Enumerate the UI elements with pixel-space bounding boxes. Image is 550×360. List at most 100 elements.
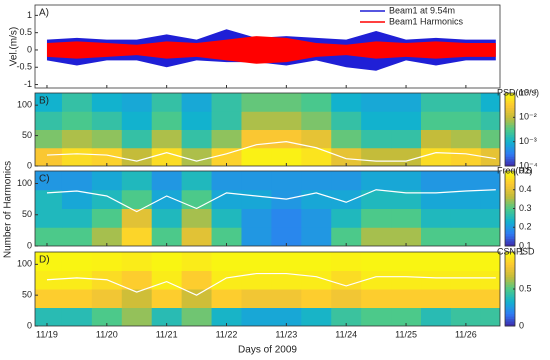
colorbar-segment [505, 276, 515, 280]
heatmap-cell [331, 252, 362, 271]
heatmap-cell [391, 93, 422, 112]
heatmap-cell [211, 289, 242, 308]
heatmap-cell [181, 171, 213, 191]
colorbar-segment [505, 144, 515, 148]
heatmap-cell [151, 227, 183, 246]
colorbar-segment [505, 313, 515, 317]
heatmap-cell [421, 189, 452, 209]
colorbar-segment [505, 206, 515, 209]
axes-frame [34, 170, 501, 247]
heatmap-cell [241, 208, 272, 228]
heatmap-cell [91, 111, 123, 130]
heatmap-cell [241, 111, 272, 130]
axes-frame [34, 92, 501, 167]
heatmap-cell [361, 129, 392, 149]
colorbar-segment [505, 311, 515, 315]
colorbar-segment [505, 238, 515, 242]
colorbar-segment [505, 146, 515, 150]
heatmap-cell [480, 208, 500, 228]
colorbar-segment [505, 252, 515, 255]
heatmap-cell [211, 307, 242, 326]
y-tick-label: -0.5 [16, 62, 32, 72]
heatmap-cell [211, 171, 242, 191]
heatmap-cell [331, 289, 362, 308]
colorbar-segment [505, 303, 515, 307]
heatmap-cell [361, 189, 392, 209]
panel-label: B) [39, 96, 49, 107]
heatmap-cell [301, 289, 332, 308]
heatmap-cell [211, 252, 242, 271]
heatmap-cell [391, 252, 422, 271]
heatmap-cell [61, 147, 93, 166]
heatmap-cell [421, 270, 452, 290]
y-axis-label: Number of Harmonics [3, 161, 14, 258]
heatmap-cell [35, 93, 63, 112]
heatmap-cell [35, 252, 63, 271]
harmonic-line [46, 189, 496, 213]
heatmap-cell [181, 111, 213, 130]
heatmap-cell [121, 111, 153, 130]
heatmap-cell [121, 129, 153, 149]
colorbar-tick-label: 0 [519, 320, 524, 330]
heatmap-cell [480, 227, 500, 246]
heatmap-cell [151, 171, 183, 191]
heatmap-cell [121, 307, 153, 326]
heatmap-cell [151, 111, 183, 130]
heatmap-cell [301, 129, 332, 149]
colorbar-segment [505, 233, 515, 237]
heatmap-cell [450, 93, 482, 112]
colorbar-segment [505, 323, 515, 327]
heatmap-cell [271, 208, 302, 228]
y-tick-label: 1 [27, 10, 32, 20]
heatmap-cell [35, 208, 63, 228]
x-tick-label: 11/24 [335, 329, 357, 339]
colorbar-segment [505, 266, 515, 270]
heatmap-cell [361, 289, 392, 308]
heatmap-cell [181, 189, 213, 209]
heatmap-cell [331, 227, 362, 246]
heatmap-cell [450, 227, 482, 246]
heatmap-cell [480, 252, 500, 271]
panel-label: C) [39, 174, 50, 185]
heatmap-cell [421, 252, 452, 271]
x-tick-label: 11/21 [156, 329, 178, 339]
colorbar-segment [505, 110, 515, 113]
heatmap-cell [480, 307, 500, 326]
colorbar-segment [505, 271, 515, 275]
heatmap-cell [271, 289, 302, 308]
heatmap-cell [241, 129, 272, 149]
colorbar-segment [505, 131, 515, 135]
colorbar-segment [505, 141, 515, 145]
colorbar-segment [505, 213, 515, 217]
heatmap-cell [331, 270, 362, 290]
colorbar-segment [505, 122, 515, 126]
heatmap-cell [211, 111, 242, 130]
heatmap-cell [421, 147, 452, 166]
heatmap-cell [211, 93, 242, 112]
heatmap-cell [241, 289, 272, 308]
heatmap-cell [91, 189, 123, 209]
colorbar-segment [505, 223, 515, 227]
heatmap-cell [480, 93, 500, 112]
heatmap-cell [91, 307, 123, 326]
heatmap-cell [421, 307, 452, 326]
colorbar-segment [505, 193, 515, 197]
heatmap-cell [181, 147, 213, 166]
colorbar-segment [505, 216, 515, 219]
velocity-band [46, 36, 496, 64]
heatmap-cell [421, 227, 452, 246]
heatmap-cell [241, 252, 272, 271]
colorbar-segment [505, 274, 515, 278]
heatmap-cell [211, 208, 242, 228]
heatmap-cell [480, 289, 500, 308]
heatmap-cell [151, 307, 183, 326]
plot-area [35, 252, 500, 326]
y-tick-label: 0.5 [19, 27, 32, 37]
heatmap-cell [241, 171, 272, 191]
heatmap-cell [181, 270, 213, 290]
heatmap-cell [91, 171, 123, 191]
heatmap-cell [91, 289, 123, 308]
heatmap-cell [480, 270, 500, 290]
colorbar-tick-label: 0.5 [519, 283, 532, 293]
colorbar-segment [505, 301, 515, 305]
